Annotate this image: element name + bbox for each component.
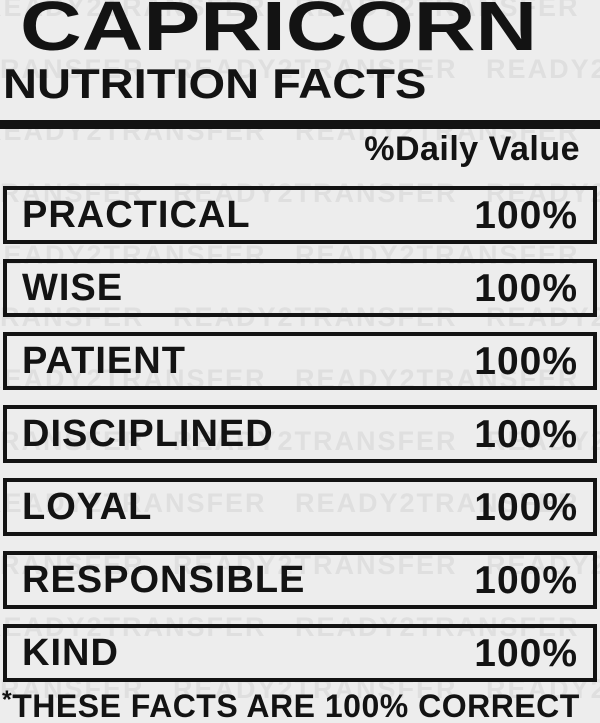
watermark-text: READY2TRANSFER READY2TRANSFER READY2TRAN…	[0, 54, 600, 84]
table-row: WISE 100%	[3, 259, 597, 317]
table-row: PRACTICAL 100%	[3, 186, 597, 244]
trait-label: RESPONSIBLE	[22, 559, 306, 601]
trait-label: PRACTICAL	[22, 194, 251, 236]
watermark-text: READY2TRANSFER READY2TRANSFER READY2TRAN…	[0, 240, 580, 270]
page-title: CAPRICORN	[20, 0, 538, 65]
trait-value: 100%	[474, 412, 578, 456]
daily-value-label: %Daily Value	[364, 130, 580, 168]
trait-value: 100%	[474, 193, 578, 237]
trait-value: 100%	[474, 339, 578, 383]
footnote-text: THESE FACTS ARE 100% CORRECT	[12, 688, 580, 723]
watermark-text: READY2TRANSFER READY2TRANSFER READY2TRAN…	[0, 550, 600, 580]
footer-note: *THESE FACTS ARE 100% CORRECT	[2, 688, 600, 722]
trait-label: PATIENT	[22, 340, 186, 382]
table-row: DISCIPLINED 100%	[3, 405, 597, 463]
watermark-text: READY2TRANSFER READY2TRANSFER READY2TRAN…	[0, 302, 600, 332]
trait-value: 100%	[474, 558, 578, 602]
subtitle: NUTRITION FACTS	[3, 60, 427, 107]
table-row: KIND 100%	[3, 624, 597, 682]
divider	[0, 120, 600, 129]
trait-table: PRACTICAL 100% WISE 100% PATIENT 100% DI…	[3, 186, 597, 697]
table-row: PATIENT 100%	[3, 332, 597, 390]
trait-label: KIND	[22, 632, 119, 674]
trait-label: LOYAL	[22, 486, 153, 528]
watermark-text: READY2TRANSFER READY2TRANSFER READY2TRAN…	[0, 0, 580, 22]
trait-value: 100%	[474, 266, 578, 310]
trait-value: 100%	[474, 631, 578, 675]
watermark-text: READY2TRANSFER READY2TRANSFER READY2TRAN…	[0, 178, 600, 208]
trait-label: DISCIPLINED	[22, 413, 274, 455]
watermark-text: READY2TRANSFER READY2TRANSFER READY2TRAN…	[0, 488, 580, 518]
footnote-asterisk: *	[2, 686, 13, 714]
table-row: LOYAL 100%	[3, 478, 597, 536]
watermark-text: READY2TRANSFER READY2TRANSFER READY2TRAN…	[0, 426, 600, 456]
trait-label: WISE	[22, 267, 124, 309]
trait-value: 100%	[474, 485, 578, 529]
table-row: RESPONSIBLE 100%	[3, 551, 597, 609]
